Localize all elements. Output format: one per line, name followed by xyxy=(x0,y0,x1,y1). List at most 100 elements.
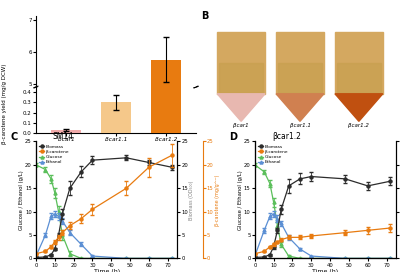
Ethanol xyxy=(169,257,174,260)
β-carotene xyxy=(252,252,257,255)
Y-axis label: β-carotene (mg/gᵈᶜᵂ): β-carotene (mg/gᵈᶜᵂ) xyxy=(215,174,220,225)
Glucose xyxy=(49,177,54,181)
Glucose xyxy=(52,191,57,194)
Line: β-carotene: β-carotene xyxy=(34,154,173,255)
Biomass xyxy=(268,253,272,256)
Biomass xyxy=(90,159,95,162)
Glucose xyxy=(68,252,72,255)
β-carotene xyxy=(56,236,61,239)
Line: β-carotene: β-carotene xyxy=(253,227,392,255)
Bar xyxy=(278,63,322,92)
Biomass xyxy=(286,184,291,187)
Bar xyxy=(337,63,381,92)
Line: Biomass: Biomass xyxy=(34,156,173,259)
β-carotene xyxy=(43,250,48,253)
Glucose xyxy=(388,257,393,260)
Ethanol xyxy=(68,231,72,234)
X-axis label: Time (h): Time (h) xyxy=(312,269,338,272)
Bar xyxy=(151,0,181,133)
Ethanol xyxy=(124,257,129,260)
β-carotene xyxy=(68,224,72,227)
Ethanol xyxy=(279,222,284,225)
Biomass xyxy=(343,177,348,181)
β-carotene xyxy=(365,229,370,232)
Glucose xyxy=(43,168,48,171)
Bar xyxy=(51,244,81,245)
Line: Glucose: Glucose xyxy=(34,163,173,260)
Bar xyxy=(219,63,263,92)
β-carotene xyxy=(275,240,280,244)
Line: Ethanol: Ethanol xyxy=(34,212,173,260)
Y-axis label: Glucose / Ethanol (g/L): Glucose / Ethanol (g/L) xyxy=(19,170,24,230)
Biomass xyxy=(169,166,174,169)
Glucose xyxy=(169,257,174,260)
Glucose xyxy=(146,257,151,260)
Glucose xyxy=(298,257,302,260)
Text: βcar1.2: βcar1.2 xyxy=(348,123,369,128)
Biomass xyxy=(365,184,370,187)
Bar xyxy=(51,130,81,133)
Biomass xyxy=(34,256,38,259)
Glucose xyxy=(365,257,370,260)
Biomass xyxy=(79,170,84,174)
Biomass xyxy=(146,161,151,164)
Biomass xyxy=(271,245,276,248)
Line: Ethanol: Ethanol xyxy=(253,212,392,260)
Glucose xyxy=(124,257,129,260)
Glucose xyxy=(268,182,272,185)
Bar xyxy=(276,32,324,94)
Polygon shape xyxy=(335,94,383,121)
Text: βcar1.1: βcar1.1 xyxy=(290,123,310,128)
Glucose xyxy=(286,254,291,258)
Ethanol xyxy=(388,257,393,260)
β-carotene xyxy=(79,217,84,220)
Polygon shape xyxy=(217,94,265,121)
Glucose xyxy=(309,257,314,260)
β-carotene xyxy=(279,238,284,241)
β-carotene xyxy=(343,231,348,234)
Glucose xyxy=(279,243,284,246)
Ethanol xyxy=(365,257,370,260)
β-carotene xyxy=(309,234,314,237)
X-axis label: Time (h): Time (h) xyxy=(94,269,120,272)
Biomass xyxy=(262,255,267,259)
Glucose xyxy=(262,170,267,174)
Biomass xyxy=(298,177,302,181)
β-carotene xyxy=(262,250,267,253)
β-carotene xyxy=(286,236,291,239)
Biomass xyxy=(275,229,280,232)
Biomass xyxy=(49,253,54,256)
β-carotene xyxy=(60,231,65,234)
Glucose xyxy=(252,163,257,166)
β-carotene xyxy=(49,245,54,248)
Glucose xyxy=(79,257,84,260)
Biomass xyxy=(52,248,57,251)
Text: βcar1.2: βcar1.2 xyxy=(272,132,301,141)
β-carotene xyxy=(169,154,174,157)
β-carotene xyxy=(388,226,393,230)
Ethanol xyxy=(34,254,38,258)
Glucose xyxy=(60,233,65,237)
Glucose xyxy=(34,163,38,166)
Biomass xyxy=(279,208,284,211)
β-carotene xyxy=(52,240,57,244)
Line: Biomass: Biomass xyxy=(253,175,392,259)
Text: B: B xyxy=(201,11,208,21)
Ethanol xyxy=(146,257,151,260)
Bar xyxy=(101,235,131,245)
Ethanol xyxy=(271,212,276,216)
Ethanol xyxy=(343,257,348,260)
Ethanol xyxy=(49,215,54,218)
Ethanol xyxy=(60,219,65,222)
Bar xyxy=(335,32,383,94)
Ethanol xyxy=(252,254,257,258)
β-carotene xyxy=(271,243,276,246)
Biomass xyxy=(60,212,65,216)
Glucose xyxy=(90,257,95,260)
Biomass xyxy=(252,256,257,259)
Text: D: D xyxy=(230,132,238,142)
Glucose xyxy=(343,257,348,260)
Bar xyxy=(151,60,181,245)
β-carotene xyxy=(124,187,129,190)
Ethanol xyxy=(90,254,95,258)
